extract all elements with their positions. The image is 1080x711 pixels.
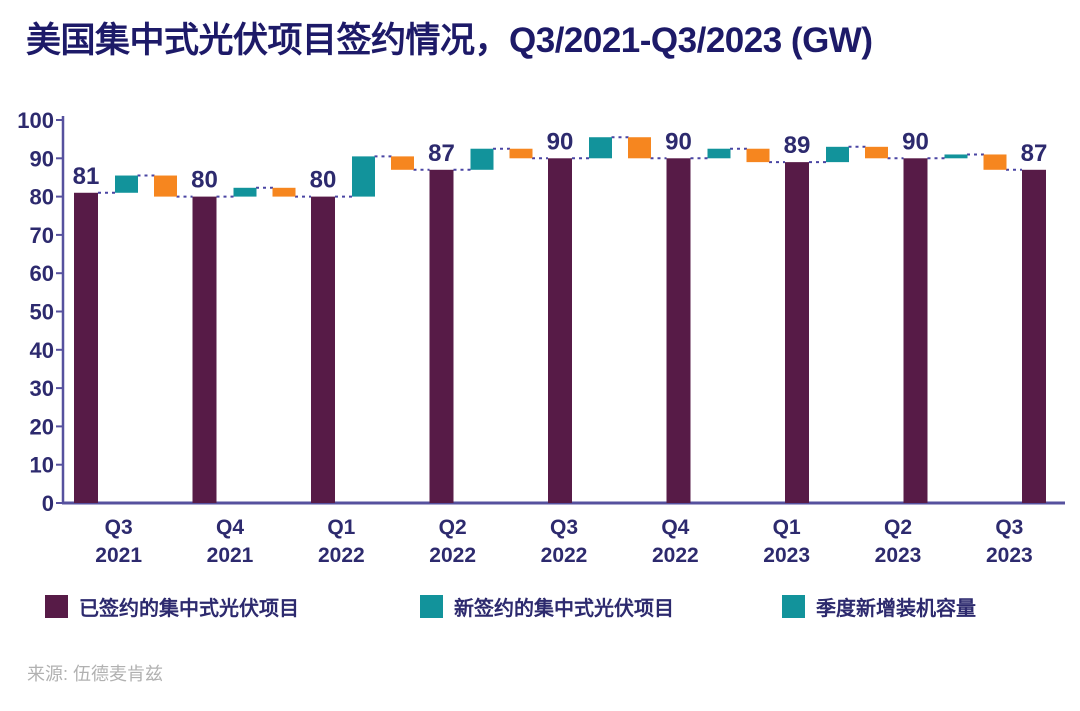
legend-item-newly-contracted: 新签约的集中式光伏项目 — [420, 592, 674, 620]
x-axis-label: Q2 2023 — [875, 516, 922, 567]
y-tick-label-0: 0 — [42, 491, 54, 516]
x-axis-label: Q4 2022 — [652, 516, 699, 567]
legend-swatch-quarterly-installed — [782, 594, 805, 618]
legend-label-contracted: 已签约的集中式光伏项目 — [79, 597, 299, 620]
bar-contracted-q3-2023 — [1022, 169, 1046, 504]
legend-label-quarterly-installed: 季度新增装机容量 — [816, 597, 976, 620]
bar-quarterly-installed-step-6 — [746, 148, 770, 163]
y-tick-label-20: 20 — [30, 414, 54, 439]
bar-quarterly-installed-step-5 — [628, 137, 651, 159]
legend-item-contracted: 已签约的集中式光伏项目 — [45, 592, 299, 620]
y-tick-label-30: 30 — [30, 376, 54, 401]
value-label: 87 — [428, 140, 455, 167]
chart-legend: 已签约的集中式光伏项目 新签约的集中式光伏项目 季度新增装机容量 — [0, 592, 1080, 626]
x-axis-label: Q1 2022 — [318, 516, 365, 567]
bar-contracted-q2-2022 — [429, 169, 454, 504]
y-tick-label-100: 100 — [17, 108, 54, 133]
bar-newly-contracted-step-6 — [707, 148, 731, 159]
value-label: 80 — [191, 167, 218, 194]
value-label: 80 — [310, 167, 337, 194]
x-axis-label: Q1 2023 — [763, 516, 810, 567]
legend-swatch-contracted — [45, 594, 68, 618]
bar-quarterly-installed-step-2 — [272, 187, 296, 197]
waterfall-chart-canvas: 0 10 20 30 40 50 60 70 80 90 100 81 Q3 2021 80 Q4 2021 80… — [17, 108, 1065, 567]
y-tick-label-10: 10 — [30, 453, 54, 478]
bar-quarterly-installed-step-7 — [865, 146, 888, 159]
bar-contracted-q4-2021 — [192, 196, 217, 503]
bar-newly-contracted-step-8 — [944, 154, 968, 159]
source-note: 来源: 伍德麦肯兹 — [27, 664, 164, 684]
value-label: 89 — [784, 132, 811, 159]
x-axis-label: Q3 2022 — [541, 516, 588, 567]
bar-newly-contracted-step-3 — [352, 156, 375, 197]
value-label: 90 — [665, 128, 692, 155]
bar-newly-contracted-step-5 — [589, 137, 612, 159]
y-tick-label-80: 80 — [30, 185, 54, 210]
legend-swatch-newly-contracted — [420, 594, 443, 618]
bar-quarterly-installed-step-3 — [391, 156, 414, 170]
chart-title: 美国集中式光伏项目签约情况，Q3/2021-Q3/2023 (GW) — [26, 21, 873, 60]
bar-quarterly-installed-step-8 — [983, 154, 1007, 170]
bar-contracted-q4-2022 — [666, 158, 691, 504]
y-tick-label-60: 60 — [30, 261, 54, 286]
value-label: 87 — [1021, 140, 1048, 167]
bar-contracted-q1-2022 — [311, 196, 335, 503]
value-label: 90 — [547, 128, 574, 155]
x-axis-label: Q4 2021 — [207, 516, 254, 567]
y-tick-label-90: 90 — [30, 146, 54, 171]
x-axis-label: Q2 2022 — [429, 516, 476, 567]
bar-contracted-q3-2021 — [74, 192, 98, 503]
x-axis-label: Q3 2021 — [95, 516, 142, 567]
value-label: 90 — [902, 128, 929, 155]
legend-label-newly-contracted: 新签约的集中式光伏项目 — [454, 597, 674, 620]
value-label: 81 — [73, 163, 100, 190]
y-tick-label-40: 40 — [30, 338, 54, 363]
bar-contracted-q2-2023 — [903, 158, 928, 504]
legend-item-quarterly-installed: 季度新增装机容量 — [782, 592, 976, 620]
x-axis-label: Q3 2023 — [986, 516, 1033, 567]
bar-quarterly-installed-step-1 — [154, 175, 177, 197]
bar-contracted-q3-2022 — [548, 158, 572, 504]
bar-newly-contracted-step-4 — [470, 148, 494, 170]
bar-quarterly-installed-step-4 — [509, 148, 533, 159]
bar-newly-contracted-step-7 — [826, 146, 849, 163]
y-tick-label-50: 50 — [30, 300, 54, 325]
bar-newly-contracted-step-1 — [115, 175, 138, 193]
bar-contracted-q1-2023 — [785, 162, 809, 503]
bar-newly-contracted-step-2 — [233, 187, 257, 197]
y-tick-label-70: 70 — [30, 223, 54, 248]
